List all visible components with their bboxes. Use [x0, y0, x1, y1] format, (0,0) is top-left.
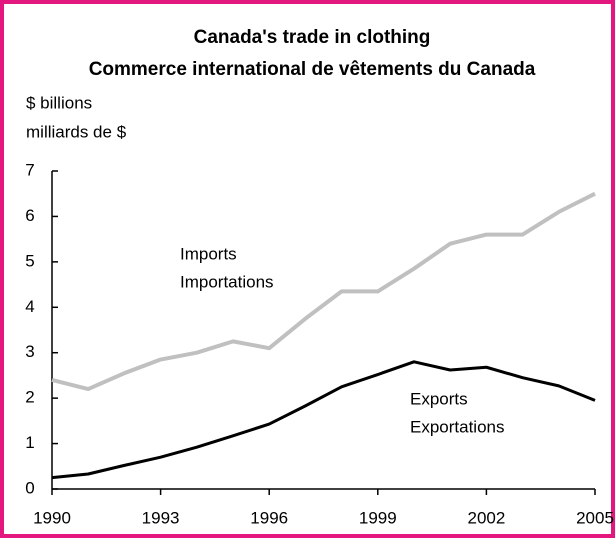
y-tick-label: 5: [25, 251, 34, 270]
series-label-fr: Exportations: [410, 417, 505, 436]
y-tick-label: 4: [25, 297, 34, 316]
chart-title: Canada's trade in clothing: [194, 27, 431, 48]
y-tick-label: 0: [25, 478, 34, 497]
y-tick-label: 7: [25, 160, 34, 179]
x-tick-label: 2005: [576, 508, 614, 527]
series-line: [51, 191, 596, 392]
series-line: [51, 360, 596, 480]
y-axis-label: $ billions: [26, 93, 92, 112]
x-tick-label: 2002: [467, 508, 505, 527]
chart-subtitle: Commerce international de vêtements du C…: [89, 59, 536, 80]
x-tick-label: 1996: [250, 508, 288, 527]
series-label: Imports: [180, 244, 237, 263]
y-tick-label: 6: [25, 206, 34, 225]
y-tick-label: 1: [25, 433, 34, 452]
y-tick-label: 3: [25, 342, 34, 361]
y-tick-label: 2: [25, 388, 34, 407]
x-tick-label: 1990: [33, 508, 71, 527]
series-label: Exports: [410, 389, 468, 408]
x-tick-label: 1999: [359, 508, 397, 527]
x-tick-label: 1993: [142, 508, 180, 527]
y-axis-label-fr: milliards de $: [26, 122, 127, 141]
series-label-fr: Importations: [180, 272, 274, 291]
